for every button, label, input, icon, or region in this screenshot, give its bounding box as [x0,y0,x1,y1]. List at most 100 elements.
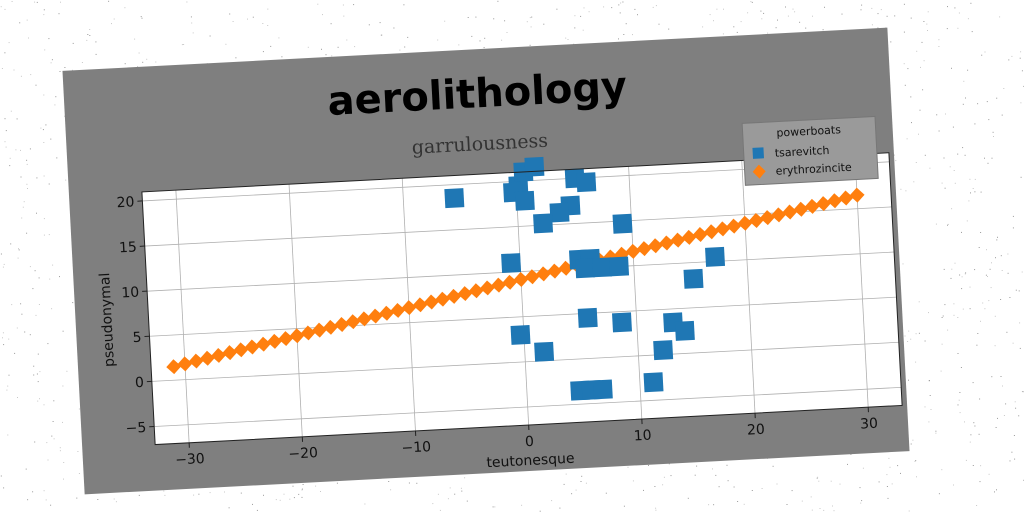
noise-speck [190,16,192,18]
noise-speck [209,492,211,494]
noise-speck [915,333,917,335]
noise-speck [108,0,110,2]
legend-title: powerboats [776,123,841,139]
noise-speck [1005,403,1007,405]
noise-speck [791,490,793,492]
noise-speck [20,75,22,77]
noise-speck [938,39,940,41]
tsarevitch-point [674,320,695,341]
noise-speck [1003,88,1005,89]
noise-speck [965,459,967,461]
noise-speck [506,32,508,33]
noise-speck [960,367,962,368]
noise-speck [26,159,28,161]
tsarevitch-point [510,324,531,345]
noise-speck [1018,290,1020,292]
noise-speck [483,47,485,49]
noise-speck [603,6,605,8]
noise-speck [634,8,636,10]
noise-speck [183,44,185,45]
noise-speck [141,17,143,19]
noise-speck [235,57,237,59]
noise-speck [317,3,319,5]
noise-speck [43,142,45,143]
noise-speck [902,263,904,265]
noise-speck [952,126,954,128]
noise-speck [987,276,988,277]
noise-speck [801,500,803,502]
y-tick-label: 10 [121,285,140,302]
erythrozincite-point [659,235,675,251]
noise-speck [950,277,952,279]
noise-speck [2,266,4,268]
noise-speck [2,332,4,334]
noise-speck [668,28,670,30]
noise-speck [910,96,912,98]
noise-speck [886,15,888,17]
noise-speck [648,464,649,466]
noise-speck [938,130,940,132]
noise-speck [957,353,959,354]
noise-speck [723,8,724,10]
noise-speck [959,274,961,276]
noise-speck [9,157,11,159]
noise-speck [140,16,142,18]
noise-speck [810,496,812,498]
noise-speck [87,34,89,35]
noise-speck [270,45,272,47]
tsarevitch-point [612,312,632,333]
noise-speck [997,417,998,419]
x-tick-label: 20 [747,422,766,439]
noise-speck [889,466,891,468]
erythrozincite-point [737,215,753,231]
noise-speck [1000,376,1002,377]
noise-speck [910,443,912,445]
erythrozincite-point [636,241,652,257]
tsarevitch-point [575,258,596,279]
noise-speck [34,1,36,3]
noise-speck [926,23,928,25]
noise-speck [794,11,796,13]
y-tick-label: 5 [132,330,142,346]
noise-speck [727,480,729,482]
noise-speck [32,491,34,493]
erythrozincite-point [356,311,372,327]
erythrozincite-point [558,260,574,276]
noise-speck [393,27,395,29]
noise-speck [785,6,786,8]
noise-speck [655,5,657,7]
noise-speck [994,491,995,493]
axis-ticks: −30 −20 −10 0 10 20 30 −5 0 5 10 15 20 [116,194,878,468]
erythrozincite-point [166,359,182,375]
tsarevitch-point [592,257,613,278]
noise-speck [957,317,959,318]
noise-speck [1007,253,1009,255]
noise-speck [954,7,956,9]
y-grid-line [154,386,902,427]
noise-speck [847,463,848,465]
noise-speck [262,51,264,53]
noise-speck [622,1,624,3]
noise-speck [999,16,1001,18]
erythrozincite-point [726,218,742,234]
noise-speck [113,498,115,500]
noise-speck [812,15,813,17]
noise-speck [927,11,929,13]
noise-speck [26,163,28,165]
noise-speck [34,270,36,272]
tsarevitch-point [683,268,704,289]
noise-speck [48,234,50,236]
noise-speck [479,40,481,42]
noise-speck [20,176,22,178]
noise-speck [471,35,473,37]
noise-speck [36,1,38,3]
noise-speck [281,56,283,58]
noise-speck [980,191,982,193]
erythrozincite-point [849,187,865,203]
noise-speck [0,6,2,8]
noise-speck [15,149,17,151]
erythrozincite-point [334,317,350,332]
noise-speck [55,96,57,98]
noise-speck [320,491,321,492]
noise-speck [935,432,937,434]
